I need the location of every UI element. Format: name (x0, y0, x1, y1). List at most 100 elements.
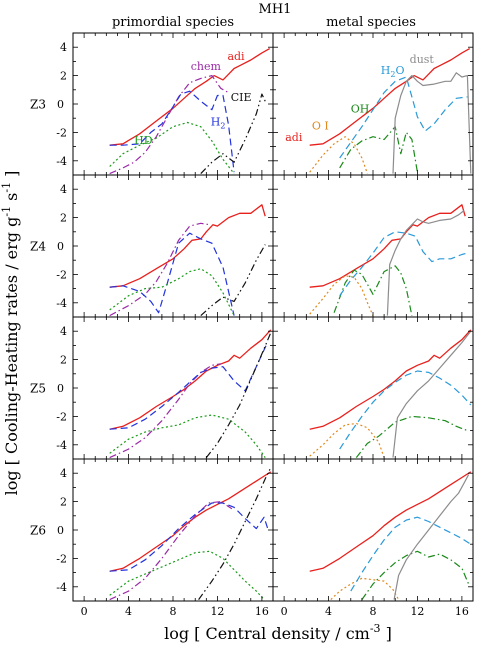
panel-series-z4-primordial (109, 204, 266, 317)
series-oi-z3-metal (309, 136, 368, 174)
x-tick-label: 8 (170, 605, 177, 618)
series-chem-z4-primordial (109, 222, 210, 317)
y-tick-label: 4 (60, 325, 67, 338)
series-oh-z6-metal (361, 550, 470, 600)
y-tick-label: -4 (56, 581, 67, 594)
y-tick-label: 4 (60, 467, 67, 480)
series-h2o-z3-metal (339, 76, 468, 159)
left-column-title: primordial species (112, 15, 234, 30)
x-tick-label: 8 (370, 605, 377, 618)
y-tick-label: -4 (56, 155, 67, 168)
panel-series-z5-primordial (109, 329, 272, 459)
series-chem-z6-primordial (109, 501, 233, 601)
panel-frame-z6-metal (272, 458, 474, 602)
panel-z5-metal (272, 316, 474, 460)
annotation-oh: OH (351, 103, 370, 116)
y-tick-label: -2 (56, 126, 67, 139)
panel-z4-primordial: -4 -2 0 2 4 Z4 (30, 174, 274, 318)
panel-z6-primordial: -4 -2 0 2 4 Z6 0 4 8 12 16 (30, 458, 274, 618)
row-label-z3: Z3 (30, 98, 46, 112)
panel-z5-primordial: -4 -2 0 2 4 Z5 (30, 316, 274, 460)
series-h2-z5-primordial (109, 342, 268, 430)
annotation-hd: HD (134, 134, 153, 147)
x-tick-label: 12 (410, 605, 424, 618)
x-axis-label: log [ Central density / cm-3 ] (164, 622, 392, 643)
y-tick-label: -4 (56, 297, 67, 310)
series-cie-z5-primordial (205, 332, 272, 458)
series-adi-z5-metal (309, 329, 472, 430)
series-dust-z4-metal (386, 210, 465, 316)
series-h2o-z5-metal (339, 370, 472, 450)
annotation-dust: dust (410, 53, 435, 66)
y-tick-label: 2 (60, 496, 67, 509)
y-tick-label: -4 (56, 439, 67, 452)
x-tick-label: 16 (255, 605, 269, 618)
x-tick-label: 4 (125, 605, 132, 618)
y-tick-label: 2 (60, 70, 67, 83)
panel-series-z5-metal (309, 329, 472, 458)
annotation-adi: adi (227, 50, 245, 63)
series-cie-z3-primordial (200, 93, 266, 175)
panel-frame-z4-primordial (72, 174, 274, 318)
series-adi-z5-primordial (109, 329, 272, 430)
x-tick-label: 16 (455, 605, 469, 618)
series-hd-z5-primordial (109, 414, 266, 458)
series-h2o-z6-metal (350, 516, 472, 592)
series-h2o-z4-metal (339, 231, 468, 297)
x-tick-label: 0 (281, 605, 288, 618)
row-label-z5: Z5 (30, 382, 46, 396)
panel-frame-z3-metal (272, 32, 474, 176)
panel-series-z4-metal (309, 204, 468, 316)
series-oh-z4-metal (333, 265, 413, 316)
y-tick-label: -2 (56, 410, 67, 423)
panel-z4-metal (272, 174, 474, 318)
x-tick-label: 4 (325, 605, 332, 618)
y-tick-label: 4 (60, 183, 67, 196)
series-chem-z5-primordial (109, 363, 221, 459)
series-hd-z3-primordial (109, 121, 235, 174)
panel-series-z6-primordial (109, 467, 272, 601)
series-hd-z6-primordial (109, 550, 265, 601)
series-oi-z6-metal (330, 577, 400, 601)
annotation-h2: H2 (211, 115, 226, 130)
series-adi-z6-metal (309, 471, 472, 572)
annotation-h2o: H2O (381, 64, 405, 79)
series-oh-z5-metal (355, 415, 468, 458)
row-label-z6: Z6 (30, 524, 46, 538)
annotation-adi: adi (285, 131, 303, 144)
panel-z6-metal: 0 4 8 12 16 (272, 458, 474, 618)
y-tick-label: 0 (57, 524, 64, 537)
annotation-chem: chem (191, 60, 222, 73)
y-tick-label: 0 (57, 382, 64, 395)
series-dust-z6-metal (393, 474, 470, 600)
row-label-z4: Z4 (30, 240, 46, 254)
x-tick-label: 0 (81, 605, 88, 618)
panel-series-z3-primordial (109, 48, 271, 175)
series-oh-z3-metal (339, 126, 418, 173)
annotation-oi: O I (312, 120, 329, 133)
series-adi-z3-primordial (109, 48, 271, 146)
series-oi-z4-metal (309, 275, 374, 316)
series-h2-z3-primordial (109, 90, 235, 173)
y-tick-label: 4 (60, 41, 67, 54)
panel-z3-metal: dust H2O OH O I adi (272, 32, 474, 176)
series-hd-z4-primordial (109, 268, 235, 316)
annotation-cie: CIE (231, 91, 252, 104)
panel-frame-z4-metal (272, 174, 474, 318)
x-tick-label: 12 (210, 605, 224, 618)
figure-title: MH1 (259, 2, 292, 17)
y-tick-label: 0 (57, 98, 64, 111)
panel-frame-z5-primordial (72, 316, 274, 460)
panel-frame-z5-metal (272, 316, 474, 460)
y-tick-label: 0 (57, 240, 64, 253)
series-cie-z6-primordial (198, 467, 272, 600)
series-dust-z5-metal (392, 330, 472, 458)
y-tick-label: 2 (60, 354, 67, 367)
series-cie-z4-primordial (200, 244, 266, 317)
series-h2-z6-primordial (109, 502, 270, 572)
series-chem-z3-primordial (109, 74, 229, 175)
series-dust-z3-metal (392, 72, 472, 174)
